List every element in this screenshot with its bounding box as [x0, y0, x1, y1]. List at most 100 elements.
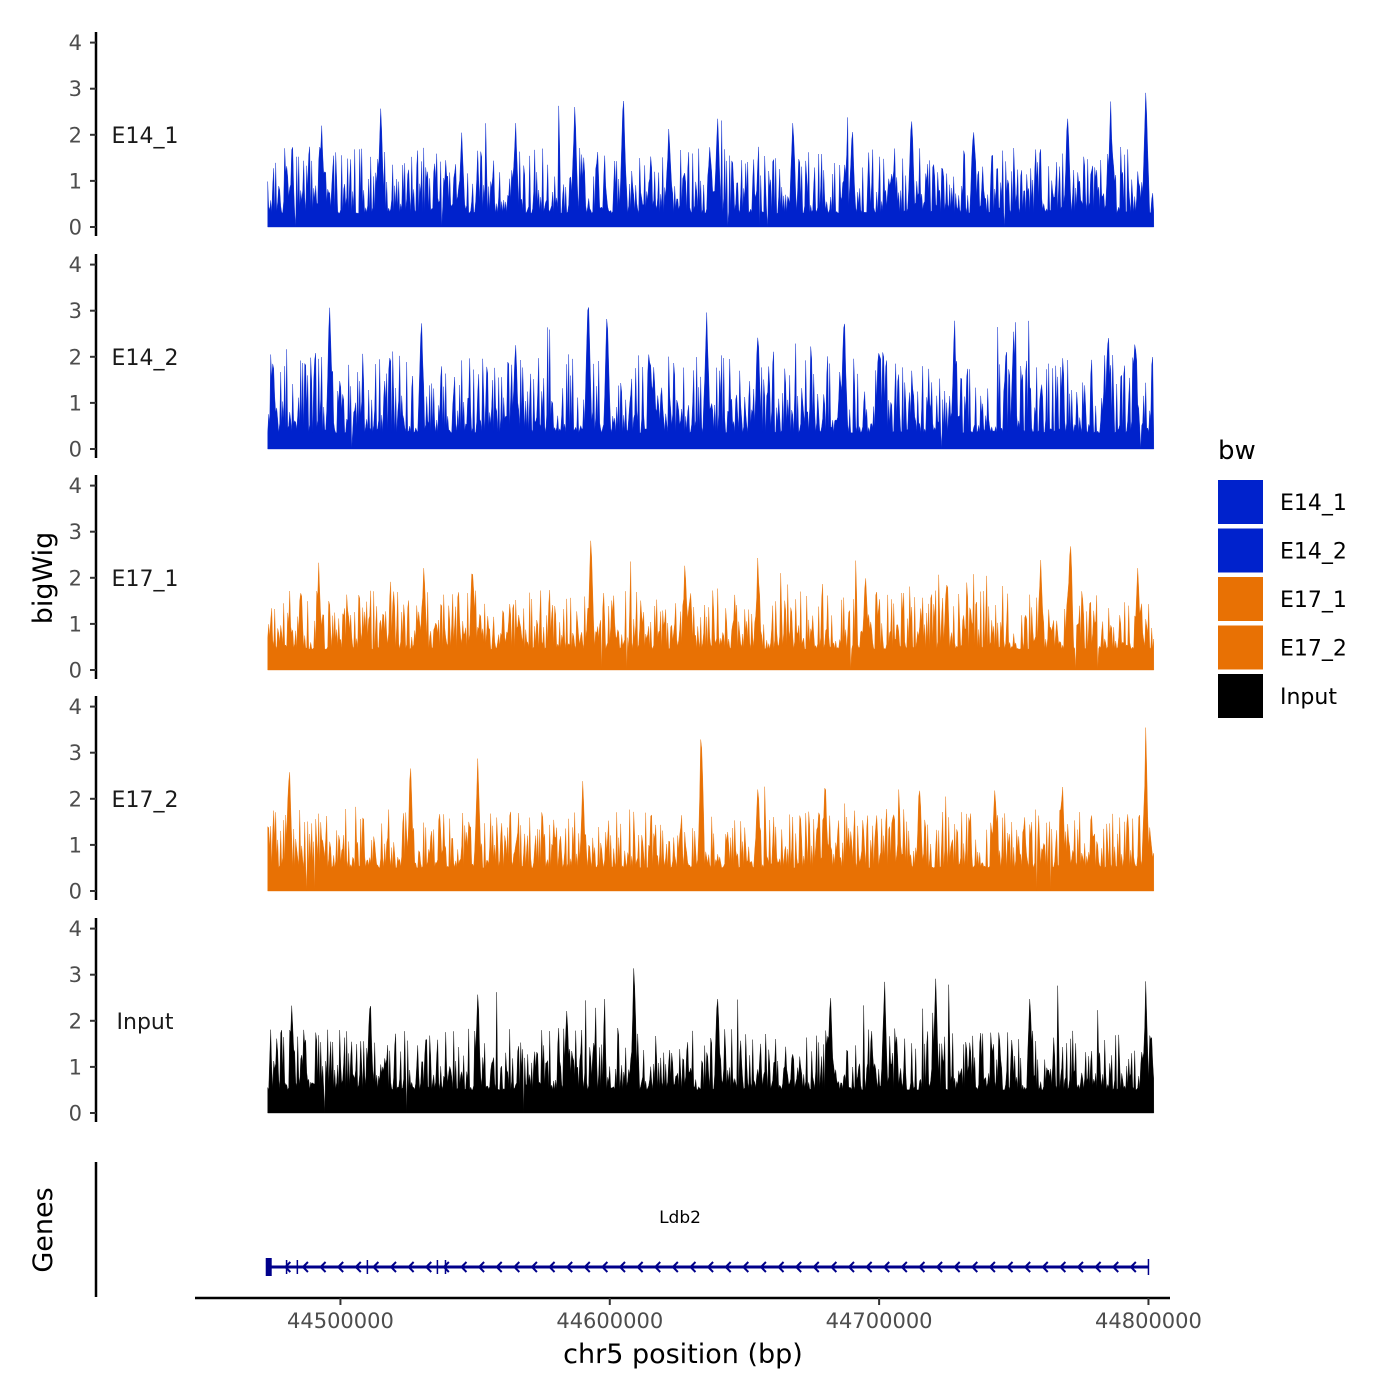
strand-arrow — [565, 1261, 573, 1273]
strand-arrow — [1041, 1261, 1049, 1273]
strand-arrow — [319, 1261, 327, 1273]
legend-label: E14_1 — [1280, 491, 1347, 516]
y-tick-label: 3 — [69, 77, 82, 101]
y-tick-label: 0 — [69, 659, 82, 683]
strand-arrow — [1129, 1261, 1137, 1273]
strand-arrow — [953, 1261, 961, 1273]
legend-label: E17_1 — [1280, 588, 1347, 613]
strand-arrow — [706, 1261, 714, 1273]
strand-arrow — [759, 1261, 767, 1273]
track-label: E17_2 — [112, 788, 179, 813]
signal-area-E14_1 — [267, 92, 1155, 228]
strand-arrow — [583, 1261, 591, 1273]
strand-arrow — [1006, 1261, 1014, 1273]
x-tick-label: 44700000 — [826, 1309, 933, 1333]
genes-panel: Genes Ldb2 — [28, 1162, 1150, 1297]
strand-arrow — [442, 1261, 450, 1273]
y-tick-label: 1 — [69, 169, 82, 193]
strand-arrow — [812, 1261, 820, 1273]
strand-arrow — [530, 1261, 538, 1273]
strand-arrow — [777, 1261, 785, 1273]
y-tick-label: 2 — [69, 566, 82, 590]
strand-arrow — [918, 1261, 926, 1273]
strand-arrow — [1058, 1261, 1067, 1273]
strand-arrow — [301, 1261, 309, 1273]
strand-arrow — [847, 1261, 855, 1273]
strand-arrow — [970, 1261, 979, 1273]
strand-arrow — [1076, 1261, 1084, 1273]
x-tick-label: 44600000 — [556, 1309, 663, 1333]
y-tick-label: 4 — [69, 474, 82, 498]
strand-arrow — [283, 1261, 292, 1273]
y-tick-label: 0 — [69, 1102, 82, 1126]
y-tick-label: 4 — [69, 695, 82, 719]
gene-model — [265, 1258, 1150, 1276]
genes-axis-title: Genes — [28, 1187, 59, 1272]
y-tick-label: 0 — [69, 880, 82, 904]
track-label: Input — [117, 1010, 174, 1035]
track-Input: 0 1 2 3 4 Input — [69, 917, 1155, 1126]
x-tick-label: 44800000 — [1095, 1309, 1202, 1333]
strand-arrow — [653, 1261, 661, 1273]
legend-title: bw — [1218, 436, 1256, 466]
strand-arrow — [477, 1261, 485, 1273]
strand-arrow — [829, 1261, 838, 1273]
track-label: E17_1 — [112, 567, 179, 592]
strand-arrow — [354, 1261, 362, 1273]
x-tick-label: 44500000 — [287, 1309, 394, 1333]
track-E14_1: 0 1 2 3 4 E14_1 — [69, 31, 1155, 240]
strand-arrow — [512, 1261, 521, 1273]
y-tick-label: 2 — [69, 1009, 82, 1033]
strand-arrow — [636, 1261, 644, 1273]
y-tick-label: 2 — [69, 345, 82, 369]
strand-arrow — [1023, 1261, 1031, 1273]
strand-arrow — [336, 1261, 344, 1273]
y-tick-label: 4 — [69, 917, 82, 941]
strand-arrow — [460, 1261, 468, 1273]
strand-arrow — [865, 1261, 873, 1273]
legend-label: Input — [1280, 685, 1337, 710]
y-tick-label: 4 — [69, 253, 82, 277]
track-label: E14_2 — [112, 346, 179, 371]
legend-label: E17_2 — [1280, 637, 1347, 662]
y-tick-label: 2 — [69, 123, 82, 147]
strand-arrow — [495, 1261, 503, 1273]
legend-key-E17_2 — [1218, 625, 1263, 670]
strand-arrow — [671, 1261, 679, 1273]
legend-key-Input — [1218, 674, 1263, 718]
y-tick-label: 1 — [69, 1055, 82, 1079]
y-tick-label: 3 — [69, 520, 82, 544]
strand-arrow — [689, 1261, 697, 1273]
y-tick-label: 0 — [69, 438, 82, 462]
strand-arrow — [548, 1261, 556, 1273]
y-tick-label: 4 — [69, 31, 82, 55]
strand-arrow — [407, 1261, 415, 1273]
strand-arrow — [600, 1261, 609, 1273]
strand-arrow — [1111, 1261, 1119, 1273]
track-label: E14_1 — [112, 124, 179, 149]
strand-arrow — [371, 1261, 380, 1273]
strand-arrow — [424, 1261, 432, 1273]
track-E17_1: 0 1 2 3 4 E17_1 — [69, 474, 1155, 683]
y-tick-label: 1 — [69, 391, 82, 415]
signal-tracks: 0 1 2 3 4 E14_1 0 1 2 3 4 E14_2 0 1 2 3 4 E17_1 0 1 2 3 4 E17_2… — [69, 31, 1155, 1126]
gene-label: Ldb2 — [659, 1208, 701, 1228]
strand-arrow — [882, 1261, 890, 1273]
y-tick-label: 3 — [69, 741, 82, 765]
x-axis-title: chr5 position (bp) — [563, 1339, 803, 1370]
legend: bw E14_1 E14_2 E17_1 E17_2 Input — [1218, 436, 1347, 718]
strand-arrow — [724, 1261, 732, 1273]
y-tick-label: 1 — [69, 612, 82, 636]
y-tick-label: 1 — [69, 833, 82, 857]
signal-area-E17_2 — [267, 727, 1155, 892]
signal-area-E17_1 — [267, 540, 1155, 671]
y-tick-label: 3 — [69, 963, 82, 987]
strand-arrow — [389, 1261, 397, 1273]
legend-key-E14_1 — [1218, 480, 1263, 524]
track-E17_2: 0 1 2 3 4 E17_2 — [69, 695, 1155, 904]
y-tick-label: 3 — [69, 299, 82, 323]
legend-key-E17_1 — [1218, 577, 1263, 621]
strand-arrow — [741, 1261, 750, 1273]
